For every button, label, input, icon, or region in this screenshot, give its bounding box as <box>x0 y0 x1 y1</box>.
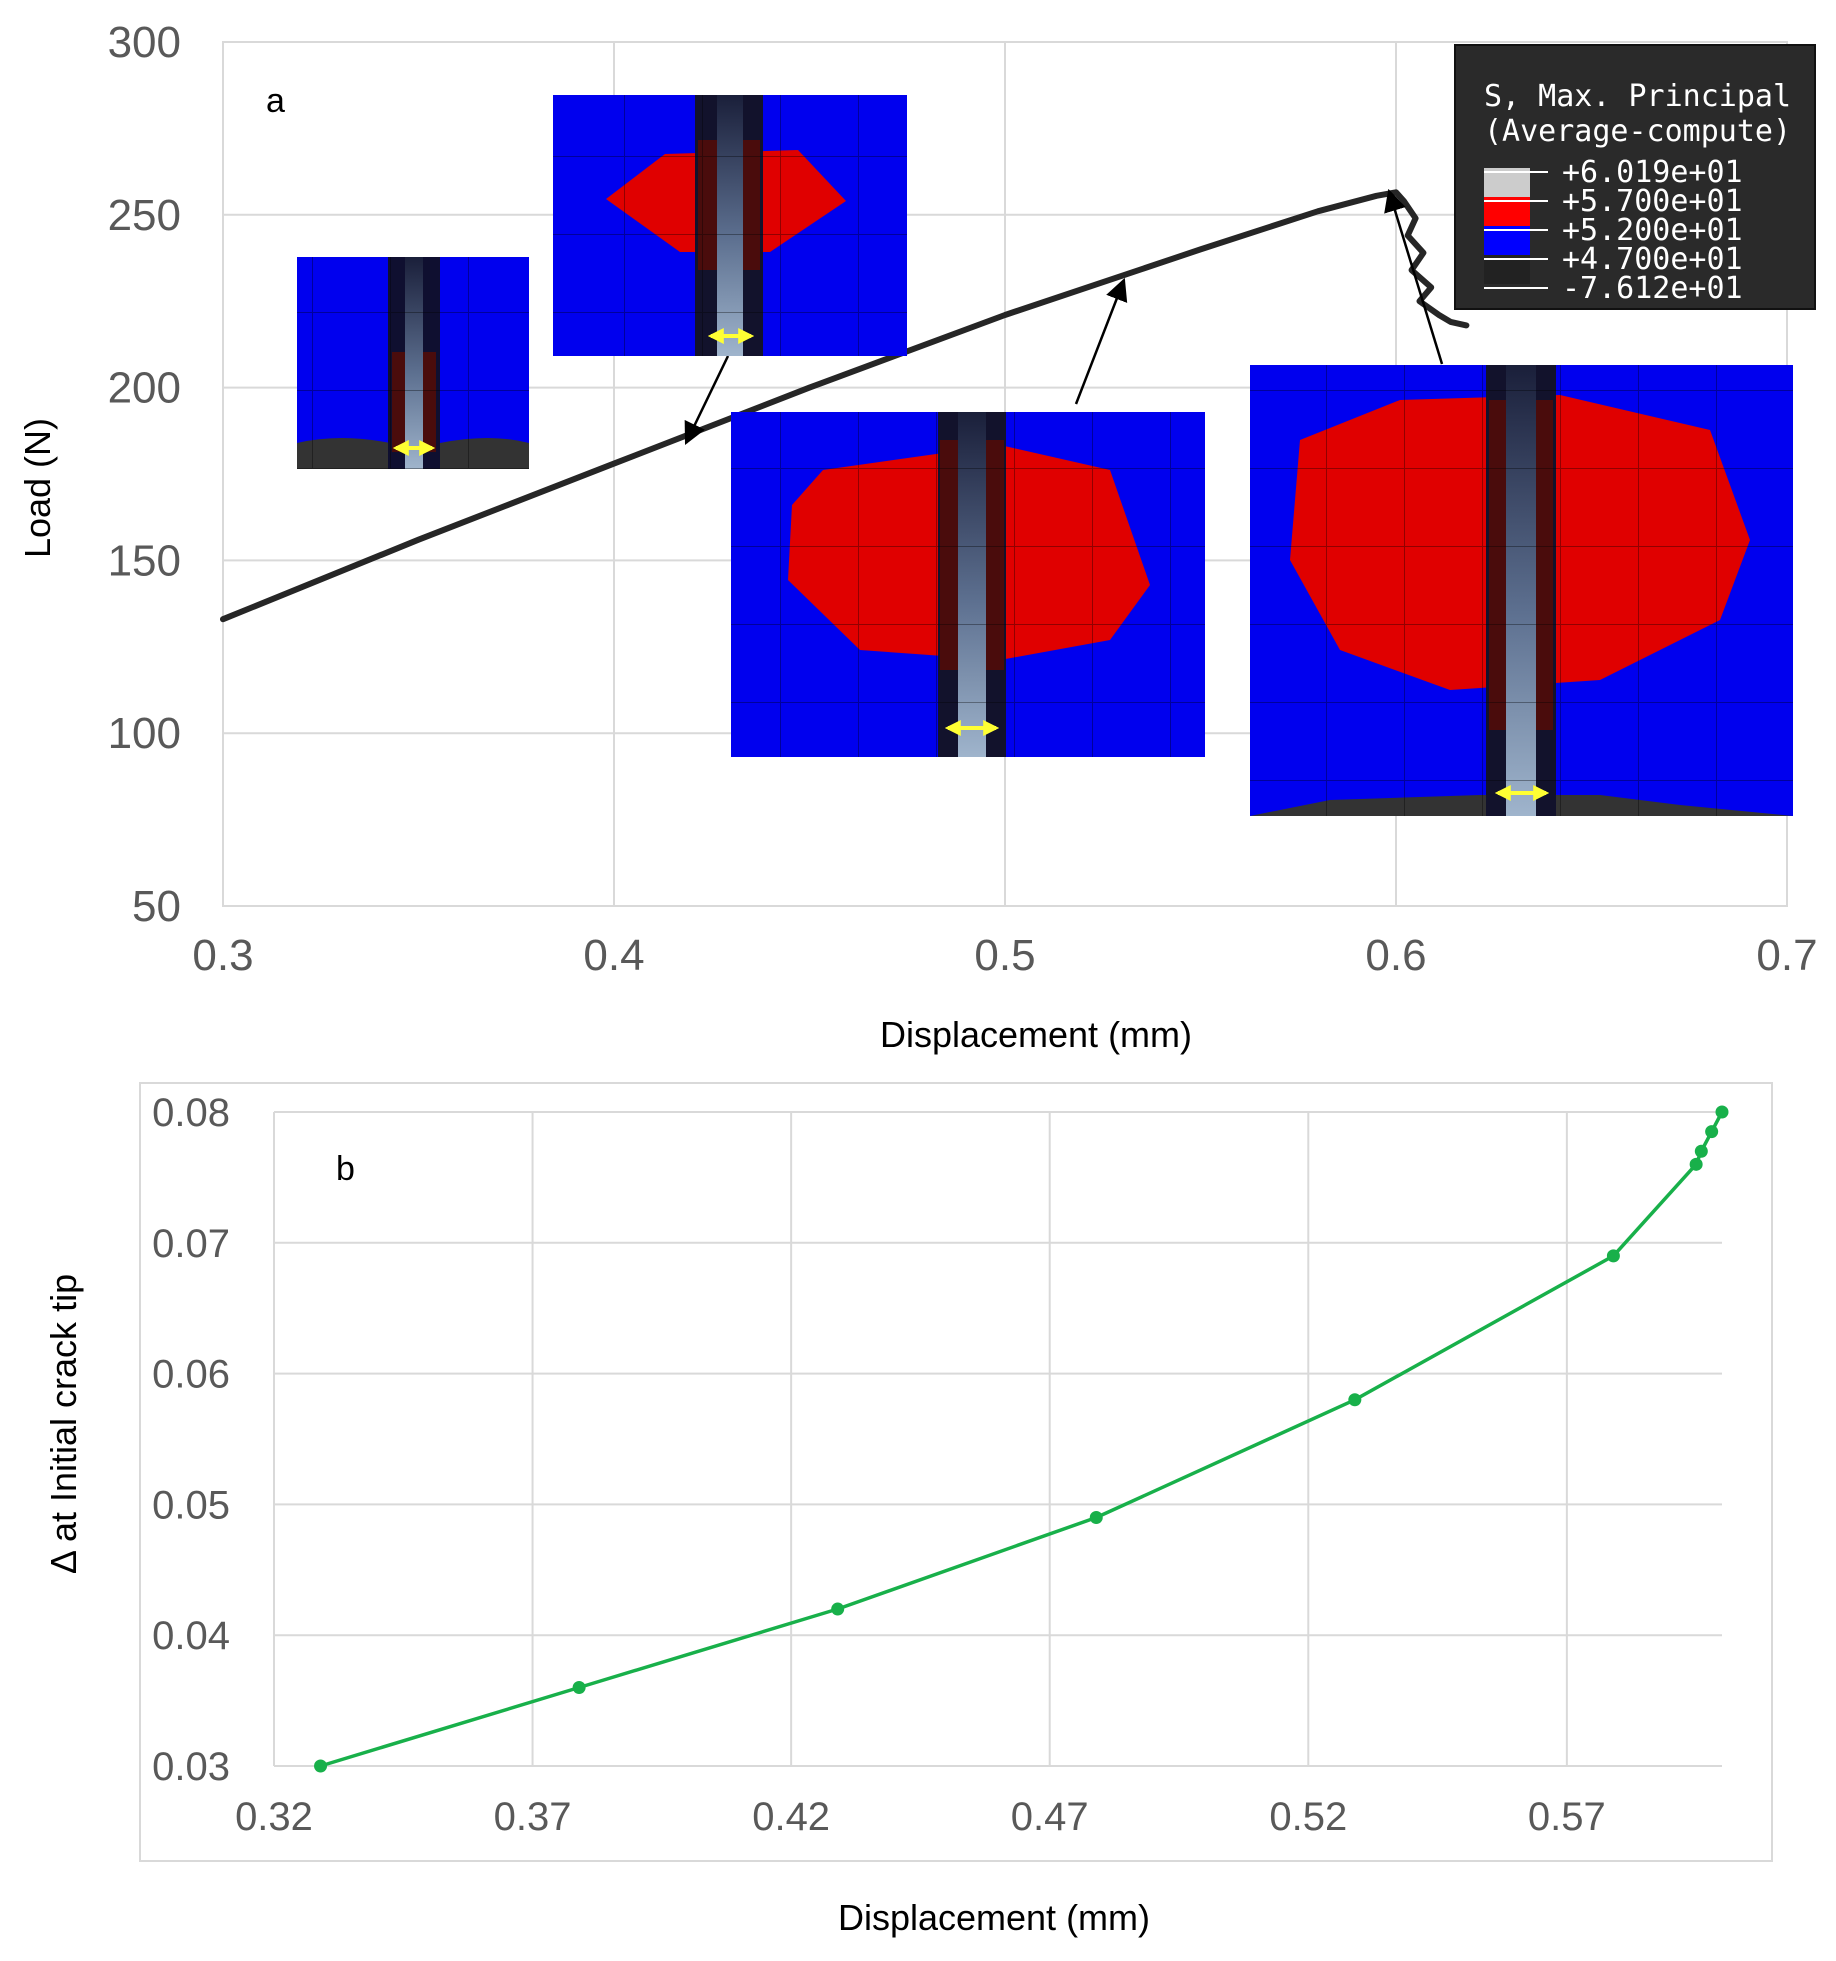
b-y-tick-label: 0.04 <box>152 1614 230 1658</box>
a-x-tick-label: 0.7 <box>1756 931 1817 980</box>
b-data-point <box>1606 1249 1620 1263</box>
b-x-tick-label: 0.37 <box>494 1795 572 1839</box>
b-y-tick-label: 0.06 <box>152 1353 230 1397</box>
panel-a-label: a <box>266 82 285 120</box>
a-x-tick-label: 0.6 <box>1365 931 1426 980</box>
inset-2 <box>553 95 907 356</box>
b-y-tick-label: 0.03 <box>152 1745 230 1789</box>
inset-4-arrow <box>1384 188 1444 365</box>
panel-a-y-axis-label: Load (N) <box>17 418 58 558</box>
b-data-point <box>831 1602 845 1616</box>
b-data-point <box>1705 1125 1719 1139</box>
legend-title-line-1: S, Max. Principal <box>1484 79 1791 114</box>
panel-b-outer-frame <box>139 1082 1773 1862</box>
b-data-point <box>1089 1510 1103 1524</box>
inset-4 <box>1250 365 1793 816</box>
b-data-point <box>1689 1157 1703 1171</box>
panel-b-series <box>314 1105 1729 1773</box>
b-x-tick-label: 0.42 <box>752 1795 830 1839</box>
b-y-tick-label: 0.05 <box>152 1483 230 1527</box>
panel-b-y-ticks: 0.03 0.04 0.05 0.06 0.07 0.08 <box>152 1091 230 1789</box>
a-x-tick-label: 0.5 <box>974 931 1035 980</box>
stress-legend: S, Max. Principal (Average-compute) +6.0… <box>1454 44 1816 310</box>
a-x-tick-label: 0.3 <box>192 931 253 980</box>
panel-b-x-ticks: 0.32 0.37 0.42 0.47 0.52 0.57 <box>235 1795 1606 1839</box>
panel-b-x-axis-label: Displacement (mm) <box>838 1897 1150 1938</box>
legend-entry-value: +5.700e+01 <box>1562 184 1743 219</box>
legend-entry-value: -7.612e+01 <box>1562 271 1743 306</box>
a-y-tick-label: 300 <box>108 18 181 67</box>
b-data-point <box>1715 1105 1729 1119</box>
panel-b-chart: 0.03 0.04 0.05 0.06 0.07 0.08 0.32 0.37 0.42 0.4… <box>43 1082 1773 1938</box>
panel-b-label: b <box>336 1150 355 1188</box>
legend-entry-value: +5.200e+01 <box>1562 213 1743 248</box>
a-y-tick-label: 200 <box>108 364 181 413</box>
b-x-tick-label: 0.52 <box>1269 1795 1347 1839</box>
legend-title-line-2: (Average-compute) <box>1484 114 1791 149</box>
a-y-tick-label: 50 <box>132 882 181 931</box>
legend-entries: +6.019e+01+5.700e+01+5.200e+01+4.700e+01… <box>1484 155 1743 306</box>
inset-3 <box>731 412 1205 757</box>
b-series-line <box>318 1110 1724 1768</box>
a-y-tick-label: 250 <box>108 191 181 240</box>
inset-3-arrow <box>1074 277 1128 405</box>
panel-b-grid <box>273 1111 1722 1767</box>
b-data-point <box>572 1681 586 1695</box>
inset-1-arrow <box>684 355 730 446</box>
a-y-tick-label: 100 <box>108 709 181 758</box>
panel-a-chart: 50 100 150 200 250 300 0.3 0.4 0.5 0.6 0.7 Load (… <box>17 18 1818 1055</box>
legend-entry-value: +4.700e+01 <box>1562 242 1743 277</box>
b-data-point <box>314 1759 328 1773</box>
panel-a-y-ticks: 50 100 150 200 250 300 <box>108 18 181 931</box>
b-x-tick-label: 0.32 <box>235 1795 313 1839</box>
panel-a-x-axis-label: Displacement (mm) <box>880 1014 1192 1055</box>
b-data-point <box>1348 1393 1362 1407</box>
b-x-tick-label: 0.57 <box>1528 1795 1606 1839</box>
a-y-tick-label: 150 <box>108 536 181 585</box>
legend-entry-value: +6.019e+01 <box>1562 155 1743 190</box>
a-x-tick-label: 0.4 <box>583 931 644 980</box>
inset-1 <box>297 257 529 469</box>
panel-b-y-axis-label: Δ at Initial crack tip <box>43 1274 84 1574</box>
b-data-point <box>1694 1144 1708 1158</box>
b-y-tick-label: 0.07 <box>152 1222 230 1266</box>
panel-a-x-ticks: 0.3 0.4 0.5 0.6 0.7 <box>192 931 1817 980</box>
b-y-tick-label: 0.08 <box>152 1091 230 1135</box>
b-x-tick-label: 0.47 <box>1011 1795 1089 1839</box>
